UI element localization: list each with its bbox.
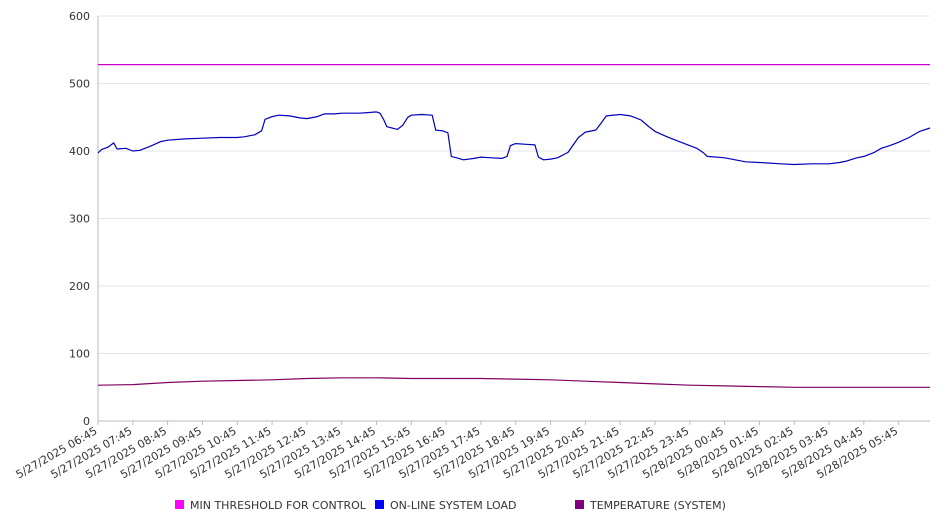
y-tick-label: 100 (69, 348, 90, 361)
series-line-2 (97, 377, 930, 388)
series-layer (97, 63, 931, 388)
y-tick-labels: 0 100 200 300 400 500 600 (69, 10, 90, 428)
x-tick-labels: 5/27/2025 06:455/27/2025 07:455/27/2025 … (14, 424, 901, 481)
legend: MIN THRESHOLD FOR CONTROL ON-LINE SYSTEM … (175, 499, 726, 512)
y-tick-label: 200 (69, 280, 90, 293)
y-tick-label: 400 (69, 145, 90, 158)
legend-swatch (175, 500, 184, 509)
y-tick-label: 300 (69, 213, 90, 226)
legend-label: MIN THRESHOLD FOR CONTROL (190, 499, 367, 512)
legend-label: TEMPERATURE (SYSTEM) (589, 499, 726, 512)
y-tick-label: 0 (83, 415, 90, 428)
y-tick-label: 500 (69, 78, 90, 91)
y-tick-label: 600 (69, 10, 90, 23)
legend-label: ON-LINE SYSTEM LOAD (390, 499, 516, 512)
series-line-1 (97, 111, 931, 166)
grid-layer (98, 15, 930, 354)
legend-swatch (375, 500, 384, 509)
axis-layer (97, 16, 930, 425)
legend-swatch (575, 500, 584, 509)
